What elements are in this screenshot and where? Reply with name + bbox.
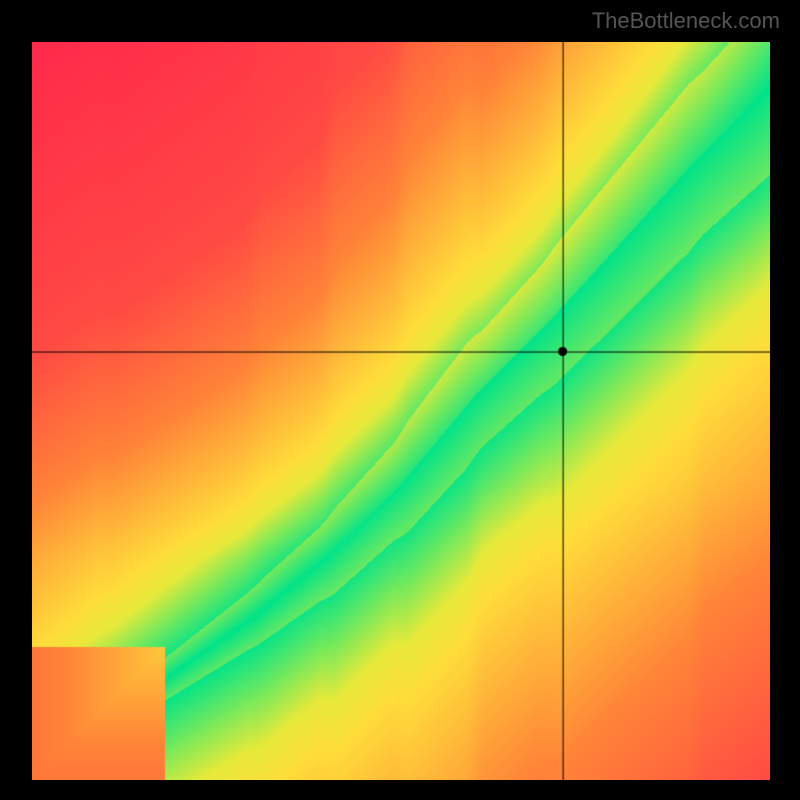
bottleneck-heatmap [32, 42, 770, 780]
chart-container: TheBottleneck.com [0, 0, 800, 800]
watermark-text: TheBottleneck.com [592, 8, 780, 34]
